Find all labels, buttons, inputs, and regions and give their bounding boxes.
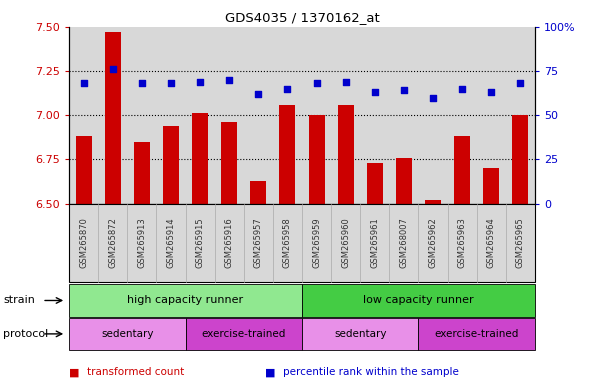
Bar bbox=[454, 136, 470, 204]
Text: GSM265958: GSM265958 bbox=[283, 217, 292, 268]
Text: GSM265960: GSM265960 bbox=[341, 217, 350, 268]
Bar bbox=[367, 163, 383, 204]
Bar bbox=[512, 115, 528, 204]
Text: GSM265961: GSM265961 bbox=[370, 217, 379, 268]
Text: exercise-trained: exercise-trained bbox=[201, 329, 286, 339]
Point bbox=[79, 80, 88, 86]
Text: GSM265915: GSM265915 bbox=[195, 218, 204, 268]
Text: GSM268007: GSM268007 bbox=[400, 217, 409, 268]
Bar bbox=[338, 104, 353, 204]
Bar bbox=[251, 180, 266, 204]
Point bbox=[282, 86, 292, 92]
Bar bbox=[279, 104, 296, 204]
Point bbox=[312, 80, 322, 86]
Point bbox=[224, 77, 234, 83]
Text: GDS4035 / 1370162_at: GDS4035 / 1370162_at bbox=[225, 12, 379, 25]
Text: sedentary: sedentary bbox=[334, 329, 386, 339]
Point bbox=[399, 88, 409, 94]
Text: GSM265913: GSM265913 bbox=[138, 217, 147, 268]
Text: protocol: protocol bbox=[3, 329, 48, 339]
Point bbox=[516, 80, 525, 86]
Bar bbox=[105, 32, 121, 204]
Point bbox=[108, 66, 118, 72]
Bar bbox=[308, 115, 325, 204]
Point bbox=[341, 79, 350, 85]
Point bbox=[486, 89, 496, 95]
Bar bbox=[396, 157, 412, 204]
Text: ■: ■ bbox=[264, 367, 275, 377]
Text: GSM265870: GSM265870 bbox=[79, 217, 88, 268]
Bar bbox=[425, 200, 441, 204]
Bar bbox=[134, 142, 150, 204]
Text: GSM265916: GSM265916 bbox=[225, 217, 234, 268]
Text: GSM265965: GSM265965 bbox=[516, 217, 525, 268]
Text: ■: ■ bbox=[69, 367, 79, 377]
Text: sedentary: sedentary bbox=[101, 329, 154, 339]
Text: GSM265962: GSM265962 bbox=[429, 217, 438, 268]
Bar bbox=[483, 168, 499, 204]
Text: GSM265914: GSM265914 bbox=[166, 218, 175, 268]
Text: low capacity runner: low capacity runner bbox=[363, 295, 474, 306]
Point bbox=[370, 89, 380, 95]
Text: GSM265957: GSM265957 bbox=[254, 217, 263, 268]
Text: transformed count: transformed count bbox=[87, 367, 185, 377]
Text: exercise-trained: exercise-trained bbox=[435, 329, 519, 339]
Bar bbox=[221, 122, 237, 204]
Point bbox=[254, 91, 263, 97]
Text: GSM265872: GSM265872 bbox=[108, 217, 117, 268]
Text: GSM265963: GSM265963 bbox=[457, 217, 466, 268]
Point bbox=[195, 79, 205, 85]
Bar bbox=[76, 136, 92, 204]
Bar bbox=[163, 126, 179, 204]
Text: high capacity runner: high capacity runner bbox=[127, 295, 243, 306]
Point bbox=[428, 94, 438, 101]
Text: strain: strain bbox=[3, 295, 35, 306]
Text: percentile rank within the sample: percentile rank within the sample bbox=[283, 367, 459, 377]
Point bbox=[137, 80, 147, 86]
Point bbox=[457, 86, 467, 92]
Text: GSM265964: GSM265964 bbox=[487, 217, 496, 268]
Bar bbox=[192, 113, 208, 204]
Point bbox=[166, 80, 176, 86]
Text: GSM265959: GSM265959 bbox=[312, 218, 321, 268]
